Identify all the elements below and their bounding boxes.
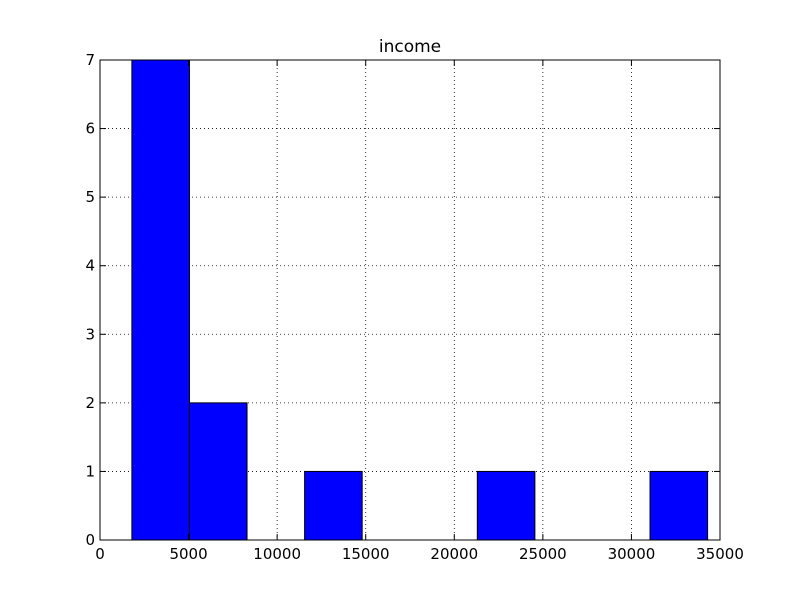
x-tick-label: 0	[95, 545, 105, 563]
histogram-bar	[304, 470, 363, 541]
histogram-bar	[649, 470, 709, 541]
y-axis-tick-labels: 0 1 2 3 4 5 6 7	[85, 51, 95, 549]
histogram-bar	[476, 470, 536, 541]
axis-ticks	[99, 59, 721, 541]
x-tick-label: 25000	[519, 545, 567, 563]
x-tick-label: 10000	[253, 545, 301, 563]
grid-lines	[100, 60, 720, 540]
histogram-bars	[131, 59, 709, 541]
y-tick-label: 2	[85, 394, 95, 412]
x-tick-label: 15000	[342, 545, 390, 563]
y-tick-label: 1	[85, 462, 95, 480]
histogram-bar	[188, 402, 248, 541]
x-tick-label: 35000	[696, 545, 744, 563]
chart-title: income	[379, 37, 441, 57]
x-tick-label: 30000	[608, 545, 656, 563]
y-tick-label: 4	[85, 257, 95, 275]
y-tick-label: 0	[85, 531, 95, 549]
x-tick-label: 5000	[169, 545, 207, 563]
x-tick-label: 20000	[430, 545, 478, 563]
y-tick-label: 6	[85, 120, 95, 138]
plot-area-frame	[99, 59, 721, 541]
x-axis-tick-labels: 0 5000 10000 15000 20000 25000 30000 35000	[95, 545, 744, 563]
y-tick-label: 3	[85, 325, 95, 343]
histogram-bar	[131, 59, 190, 541]
y-tick-label: 7	[85, 51, 95, 69]
y-tick-label: 5	[85, 188, 95, 206]
